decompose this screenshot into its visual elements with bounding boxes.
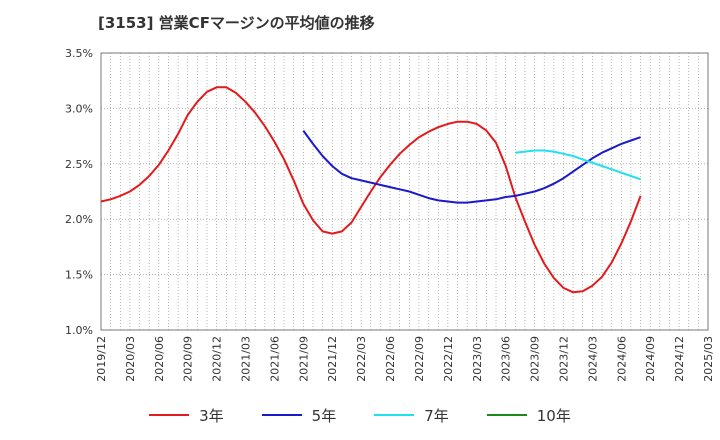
- chart-title: [3153] 営業CFマージンの平均値の推移: [98, 14, 375, 32]
- x-tick-label: 2020/09: [182, 336, 195, 382]
- y-tick-label: 3.0%: [65, 102, 93, 115]
- x-tick-label: 2021/12: [326, 336, 339, 382]
- legend-swatch: [374, 414, 415, 416]
- x-tick-label: 2024/06: [615, 336, 628, 382]
- x-tick-label: 2025/03: [702, 336, 715, 382]
- legend-item: 7年: [374, 405, 449, 426]
- legend-item: 5年: [261, 405, 337, 426]
- y-tick-label: 3.5%: [65, 47, 93, 60]
- x-tick-label: 2021/09: [297, 336, 310, 382]
- legend-swatch: [261, 414, 302, 416]
- x-tick-label: 2021/06: [268, 336, 281, 382]
- series-line-3年: [100, 86, 642, 294]
- y-tick-label: 1.0%: [65, 324, 93, 337]
- x-tick-label: 2023/03: [471, 336, 484, 382]
- x-tick-label: 2023/12: [557, 336, 570, 382]
- x-tick-label: 2022/06: [384, 336, 397, 382]
- x-tick-label: 2024/03: [586, 336, 599, 382]
- y-tick-label: 2.5%: [65, 158, 93, 171]
- x-tick-label: 2022/03: [355, 336, 368, 382]
- series-line-7年: [515, 149, 641, 181]
- legend-label: 3年: [199, 406, 224, 425]
- x-tick-label: 2019/12: [95, 336, 108, 382]
- chart-legend: 3年 5年 7年 10年: [0, 400, 720, 430]
- x-tick-label: 2023/09: [529, 336, 542, 382]
- x-tick-label: 2020/03: [124, 336, 137, 382]
- legend-swatch: [149, 414, 190, 416]
- plot-frame: [100, 52, 709, 331]
- series-line-5年: [302, 130, 641, 204]
- y-tick-label: 2.0%: [65, 213, 93, 226]
- x-tick-label: 2022/12: [442, 336, 455, 382]
- legend-swatch: [486, 414, 527, 416]
- legend-label: 5年: [311, 406, 337, 425]
- x-tick-label: 2021/03: [240, 336, 253, 382]
- x-tick-label: 2024/09: [644, 336, 657, 382]
- x-tick-label: 2022/09: [413, 336, 426, 382]
- legend-label: 7年: [424, 406, 449, 425]
- legend-label: 10年: [536, 406, 571, 425]
- plot-area: [101, 53, 708, 330]
- x-tick-label: 2020/12: [211, 336, 224, 382]
- x-tick-label: 2023/06: [500, 336, 513, 382]
- legend-item: 3年: [149, 405, 224, 426]
- x-tick-label: 2020/06: [153, 336, 166, 382]
- legend-item: 10年: [486, 405, 571, 426]
- x-tick-label: 2024/12: [673, 336, 686, 382]
- y-tick-label: 1.5%: [65, 269, 93, 282]
